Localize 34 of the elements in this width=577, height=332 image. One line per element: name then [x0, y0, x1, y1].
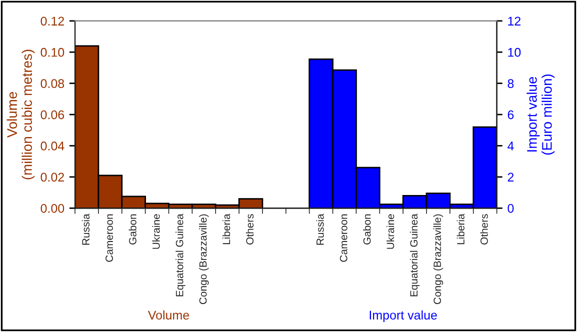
- x-tick-label: Cameroon: [340, 214, 348, 262]
- y2-tick-label: 0: [508, 204, 514, 213]
- x-tick-label: Congo (Brazzaville): [433, 214, 444, 304]
- y2-tick-label: 12: [508, 16, 520, 26]
- x-tick-label: Congo (Brazzaville): [199, 214, 209, 304]
- y2-tick-label: 2: [508, 172, 514, 182]
- x-tick-label: Ukraine: [152, 214, 160, 249]
- text: Volume: [148, 310, 190, 320]
- x-tick-label: Equatorial Guinea: [176, 214, 186, 296]
- y2-tick-label: 10: [508, 48, 521, 57]
- y-axis-title: Volume (million cubic metres): [6, 50, 35, 180]
- x-tick-label: Others: [480, 214, 488, 244]
- x-tick-label: Gabon: [363, 214, 371, 244]
- y-tick-label: 0.12: [40, 16, 64, 26]
- x-tick-label: Ukraine: [386, 214, 394, 249]
- x-tick-label: Russia: [82, 214, 90, 245]
- x-tick-label: Russia: [316, 214, 324, 245]
- y-tick-label: 0.08: [40, 79, 64, 88]
- y-tick-label: 0.06: [40, 110, 64, 120]
- x-tick-label: Gabon: [128, 214, 136, 244]
- y2-tick-label: 4: [508, 142, 514, 150]
- y-tick-label: 0.04: [40, 142, 64, 150]
- y2-tick-label: 6: [508, 110, 514, 120]
- y-tick-label: 0.00: [40, 204, 64, 213]
- x-tick-label: Liberia: [456, 214, 464, 244]
- y-tick-label: 0.02: [40, 172, 64, 182]
- y2-tick-label: 8: [508, 79, 514, 88]
- y-tick-label: 0.10: [40, 48, 64, 57]
- x-tick-label: Cameroon: [106, 214, 113, 262]
- text: Import value: [370, 310, 437, 322]
- y2-axis-title: Import value (Euro million): [526, 74, 555, 155]
- x-tick-label: Liberia: [222, 214, 230, 244]
- x-tick-label: Equatorial Guinea: [410, 214, 420, 296]
- x-tick-label: Others: [246, 214, 254, 244]
